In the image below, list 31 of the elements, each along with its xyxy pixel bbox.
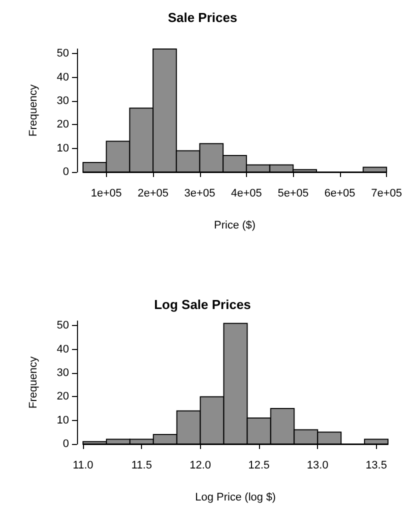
- y-tick-label: 30: [56, 95, 69, 108]
- x-tick-label: 6e+05: [324, 188, 356, 200]
- y-axis-title: Frequency: [28, 84, 40, 136]
- x-tick-label: 3e+05: [184, 188, 216, 200]
- x-tick-label: 12.0: [190, 460, 212, 472]
- x-tick-label: 11.5: [131, 460, 152, 472]
- y-tick-label: 0: [62, 166, 69, 178]
- y-tick-label: 30: [56, 367, 69, 380]
- y-tick-label: 50: [56, 48, 69, 60]
- x-tick-label: 13.0: [306, 460, 328, 472]
- x-tick-label: 12.5: [248, 460, 270, 472]
- x-tick-label: 4e+05: [231, 188, 262, 200]
- x-axis-title: Price ($): [214, 220, 256, 232]
- y-tick-label: 0: [62, 438, 69, 450]
- y-tick-label: 20: [56, 118, 69, 131]
- x-tick-label: 1e+05: [90, 188, 122, 200]
- chart-title: Sale Prices: [168, 10, 238, 25]
- y-tick-label: 20: [56, 390, 69, 403]
- x-tick-label: 2e+05: [138, 188, 169, 200]
- x-tick-label: 11.0: [72, 460, 94, 472]
- x-tick-label: 5e+05: [278, 188, 309, 200]
- y-tick-label: 50: [56, 320, 69, 332]
- y-tick-label: 40: [56, 71, 69, 84]
- y-tick-label: 10: [56, 414, 69, 426]
- y-axis-title: Frequency: [28, 356, 40, 408]
- x-axis-title: Log Price (log $): [195, 492, 276, 504]
- y-tick-label: 40: [56, 343, 69, 356]
- chart-title: Log Sale Prices: [154, 297, 251, 312]
- y-tick-label: 10: [56, 142, 69, 154]
- x-tick-label: 13.5: [366, 460, 387, 472]
- x-tick-label: 7e+05: [371, 188, 402, 200]
